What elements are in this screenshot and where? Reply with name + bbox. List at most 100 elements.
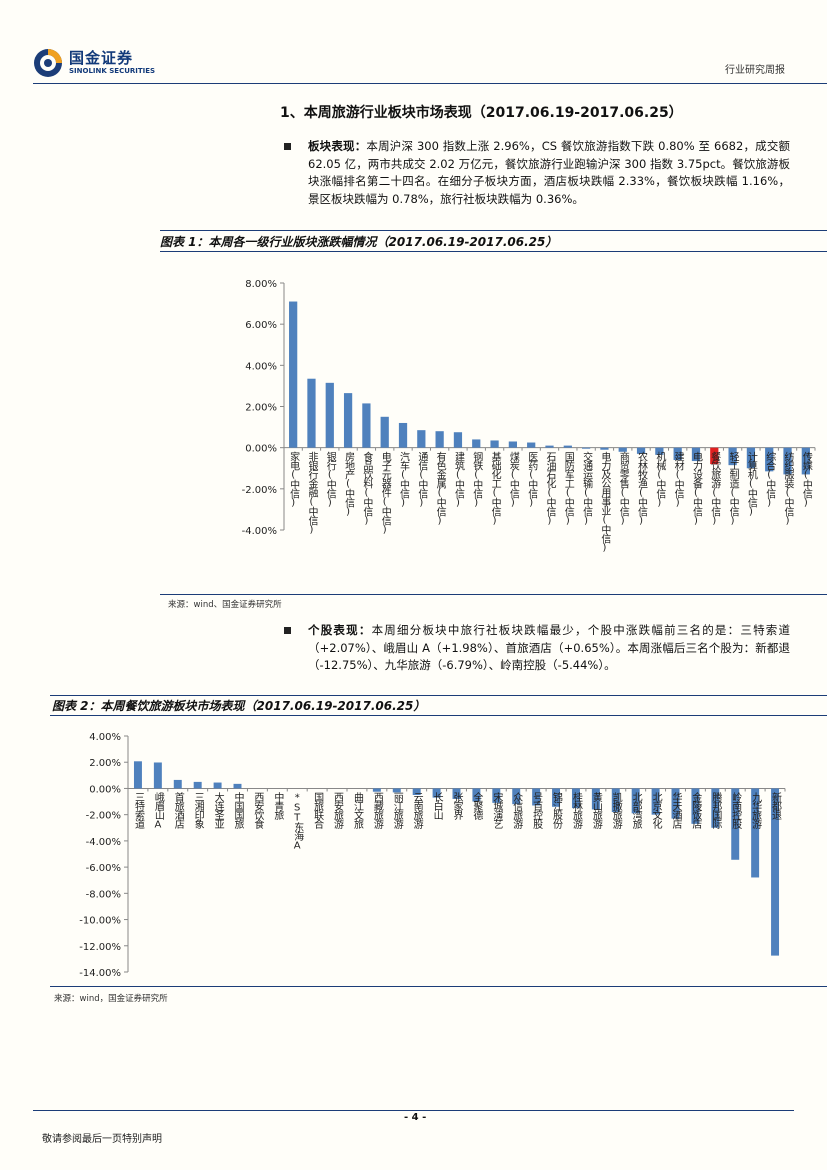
x-tick-label: 全聚德 [471, 791, 483, 821]
x-tick-label: 石油石化(中信) [544, 452, 556, 526]
x-tick-label: 电力设备(中信) [690, 450, 702, 525]
bar [512, 788, 521, 805]
bar [372, 788, 381, 792]
header-divider [33, 83, 827, 84]
x-tick-label: 建筑(中信) [452, 450, 464, 507]
bar [765, 447, 774, 472]
x-tick-label: 电子元器件(中信) [379, 450, 391, 534]
bar [432, 788, 441, 798]
x-tick-label: 银行(中信) [324, 450, 336, 507]
y-tick-label: 4.00% [89, 732, 121, 743]
x-tick-label: 西安旅游 [332, 792, 344, 830]
bar [417, 430, 426, 448]
x-tick-label: 岭南控股 [730, 791, 742, 830]
bar [636, 447, 646, 454]
bar [153, 762, 162, 789]
x-tick-label: 众信旅游 [511, 792, 523, 830]
bar [133, 761, 142, 789]
y-tick-label: 4.00% [245, 361, 277, 372]
brand-name-cn: 国金证券 [69, 49, 134, 67]
figure2-chart: -14.00% -12.00% -10.00% -8.00% -6.00% -4.00% -… [79, 732, 786, 979]
bullet-square-icon [284, 143, 291, 150]
bar [343, 393, 353, 448]
figure1-top-rule [160, 230, 827, 231]
bar [655, 447, 664, 455]
x-tick-label: 锦江股份 [551, 791, 563, 830]
bar [552, 788, 561, 807]
bar [213, 782, 222, 789]
x-tick-label: 丽江旅游 [391, 792, 403, 830]
bar [392, 788, 401, 793]
report-type: 行业研究周报 [725, 65, 785, 76]
x-tick-label: 交通运输(中信) [581, 450, 593, 525]
bar [783, 447, 792, 475]
x-tick-label: 医药(中信) [526, 451, 538, 507]
x-tick-label: 西藏旅游 [371, 792, 383, 830]
bar [710, 447, 719, 465]
x-tick-label: 国旅联合 [312, 792, 324, 830]
paragraph-text: 本周细分板块中旅行社板块跌幅最少，个股中涨跌幅前三名的是：三特索道（+2.07%… [308, 623, 791, 672]
bar [508, 441, 517, 448]
x-tick-label: 新都退 [770, 791, 782, 820]
y-tick-label: -14.00% [79, 968, 121, 979]
x-tick-label: 计算机(中信) [745, 450, 757, 516]
bar [651, 788, 660, 815]
x-tick-label: 煤炭(中信) [507, 450, 519, 507]
bar [746, 447, 756, 469]
figure2-source: 来源：wind，国金证券研究所 [54, 994, 168, 1004]
bar [731, 788, 740, 860]
bullet-square-icon [284, 627, 291, 634]
figure1-chart: -4.00% -2.00% 0.00% 2.00% 4.00% 6.00% 8.00% 家电(… [242, 279, 816, 553]
bar [711, 788, 720, 828]
figure2-title-rule [50, 715, 827, 716]
figure2-top-rule [50, 695, 827, 696]
paragraph-label: 板块表现： [308, 139, 367, 153]
x-tick-label: 钢铁(中信) [471, 450, 483, 507]
x-tick-label: 北京文化 [650, 792, 662, 829]
bar [751, 788, 760, 878]
x-tick-label: 纺织服装(中信) [782, 450, 794, 525]
bar [801, 447, 810, 475]
x-tick-label: 华天酒店 [670, 791, 682, 830]
bar [307, 378, 316, 448]
x-tick-label: 商贸零售(中信) [617, 450, 629, 525]
bar [728, 447, 737, 466]
x-tick-label: 家电(中信) [288, 450, 300, 507]
figure2-bottom-rule [50, 986, 827, 987]
x-tick-label: 餐饮旅游(中信) [709, 450, 721, 525]
bar [233, 783, 242, 789]
bar [691, 447, 701, 462]
x-tick-label: 张家界 [451, 792, 463, 821]
bar [289, 301, 298, 448]
bar [452, 788, 461, 799]
bar [618, 447, 627, 452]
x-tick-label: 峨眉山A [152, 792, 164, 829]
bar [532, 788, 541, 806]
paragraph-text: 本周沪深 300 指数上涨 2.96%，CS 餐饮旅游指数下跌 0.80% 至 … [308, 139, 791, 206]
x-tick-label: 九华旅游 [750, 792, 762, 830]
x-tick-label: 基础化工(中信) [489, 450, 501, 525]
y-tick-label: -2.00% [86, 811, 121, 822]
y-tick-label: -2.00% [242, 485, 277, 496]
bar [691, 788, 700, 824]
bar [362, 403, 371, 448]
figure1-source: 来源：wind、国金证券研究所 [168, 600, 282, 610]
y-tick-label: 6.00% [245, 320, 277, 331]
x-tick-label: 食品饮料(中信) [361, 450, 373, 525]
x-tick-label: 轻工制造(中信) [727, 450, 739, 525]
brand-name-en: SINOLINK SECURITIES [69, 67, 156, 75]
x-tick-label: 机械(中信) [654, 450, 666, 507]
x-tick-label: 三湘印象 [192, 792, 204, 829]
bar [412, 788, 421, 795]
y-tick-label: -6.00% [86, 863, 121, 874]
x-tick-label: 凯撒旅游 [610, 791, 622, 830]
x-tick-label: *ST东海A [292, 792, 304, 850]
x-tick-label: 云南旅游 [411, 792, 423, 830]
y-tick-label: 8.00% [245, 279, 277, 290]
x-tick-label: 有色金属(中信) [434, 450, 446, 525]
y-tick-label: -4.00% [86, 837, 121, 848]
figure1-title: 图表 1：本周各一级行业版块涨跌幅情况（2017.06.19-2017.06.2… [160, 235, 558, 249]
bar [472, 439, 481, 448]
bar [600, 447, 609, 450]
x-tick-label: 北部湾旅 [630, 792, 642, 830]
